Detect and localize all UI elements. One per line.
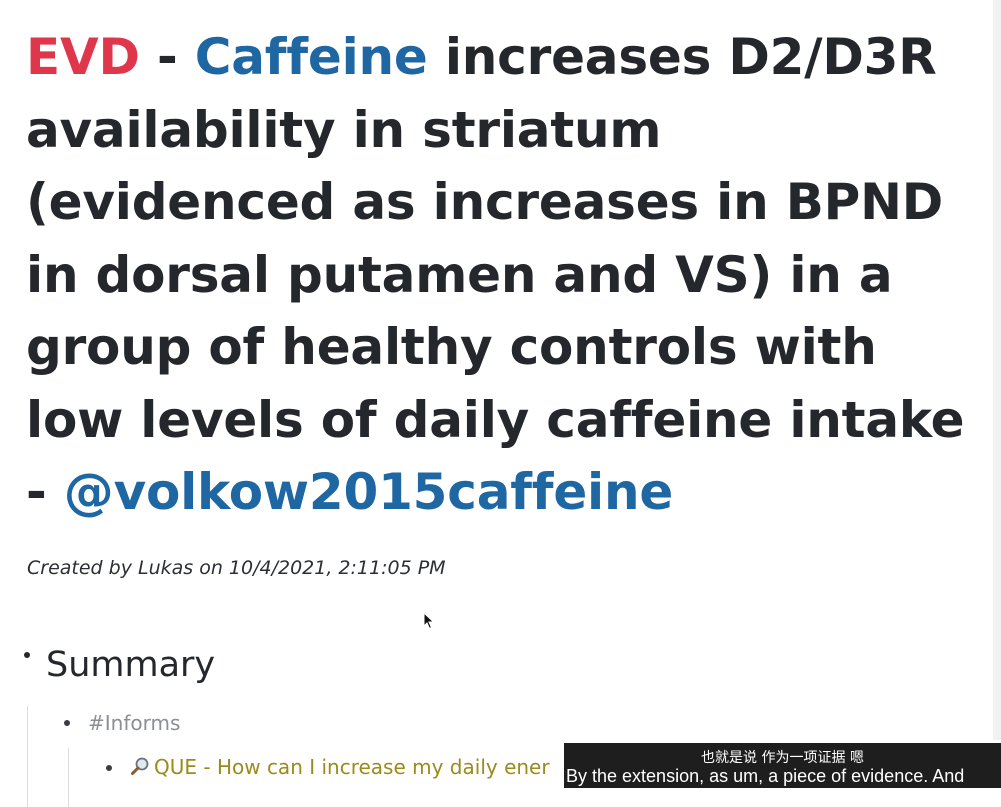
video-subtitle-overlay: 也就是说 作为一项证据 嗯 By the extension, as um, a… <box>564 743 1001 788</box>
subtitle-chinese: 也就是说 作为一项证据 嗯 <box>701 750 864 766</box>
title-claim-text: increases D2/D3R availability in striatu… <box>26 28 965 521</box>
subtitle-english: By the extension, as um, a piece of evid… <box>566 766 965 786</box>
question-item-text: QUE - How can I increase my daily ener <box>154 755 550 779</box>
mouse-cursor-icon <box>423 612 435 630</box>
page-title: EVD - Caffeine increases D2/D3R availabi… <box>26 21 986 529</box>
informs-tag-link[interactable]: #Informs <box>88 711 181 735</box>
indent-guide-level-1 <box>27 706 28 807</box>
citation-link[interactable]: @volkow2015caffeine <box>63 463 674 521</box>
indent-guide-level-2 <box>68 748 69 807</box>
summary-bullet[interactable] <box>24 652 30 658</box>
tag-evd-link[interactable]: EVD <box>26 28 140 86</box>
right-edge-panel <box>993 0 1001 740</box>
tag-caffeine-link[interactable]: Caffeine <box>194 28 428 86</box>
magnifier-icon <box>131 757 149 775</box>
title-separator: - <box>139 28 195 86</box>
summary-heading[interactable]: Summary <box>46 645 216 685</box>
created-by-meta: Created by Lukas on 10/4/2021, 2:11:05 P… <box>27 557 446 579</box>
question-bullet[interactable] <box>106 765 112 771</box>
informs-bullet[interactable] <box>64 720 70 726</box>
question-item-link[interactable]: QUE - How can I increase my daily ener <box>130 755 550 779</box>
